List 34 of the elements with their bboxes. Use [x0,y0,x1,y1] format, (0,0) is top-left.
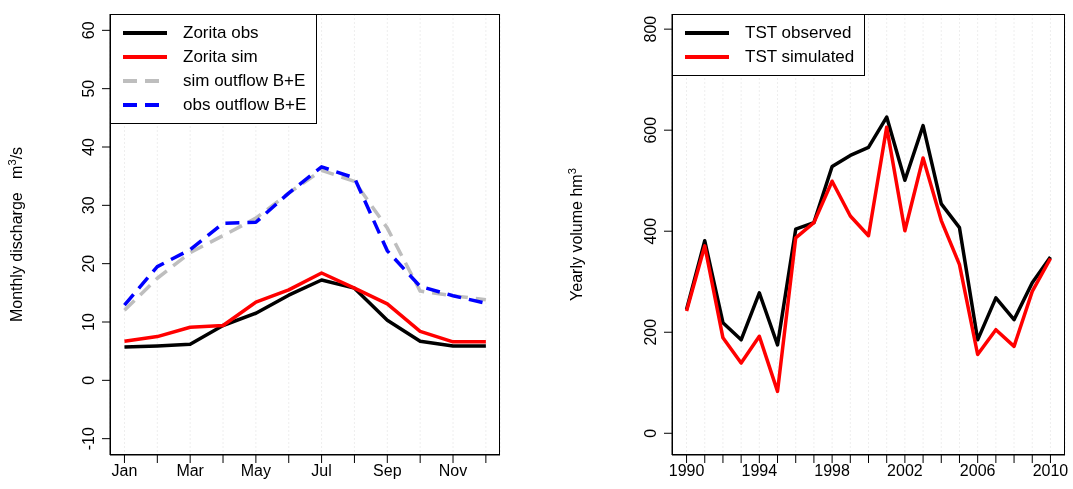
legend-label: TST observed [745,23,852,43]
y-tick-label: 800 [642,15,659,43]
x-tick-label: Jul [311,462,332,480]
x-tick-label: 1998 [814,462,851,480]
x-tick-label: Jan [111,462,138,480]
line-series [122,278,488,349]
y-tick-label: 400 [642,217,659,245]
x-tick-label: Mar [176,462,205,480]
y-tick-label: 0 [642,428,659,438]
x-tick-label: 2010 [1032,462,1069,480]
x-tick-label: Sep [373,462,402,480]
x-tick-label: 1990 [668,462,705,480]
line-series [122,271,488,344]
y-tick-label: 40 [80,138,97,156]
y-tick-label: 30 [80,196,97,215]
y-tick-label: -10 [80,427,97,451]
legend-label: Zorita obs [183,23,259,43]
y-tick-label: 10 [80,313,97,331]
y-tick-label: 20 [80,254,97,273]
y-tick-label: 0 [80,375,97,385]
y-tick-label: 50 [80,79,97,98]
x-tick-label: 2002 [887,462,923,480]
line-series [684,125,1053,394]
y-tick-label: 600 [642,116,659,144]
legend-label: sim outflow B+E [183,71,306,91]
legend-label: TST simulated [745,47,855,67]
y-tick-label: 60 [80,21,97,40]
x-tick-label: 1994 [741,462,778,480]
legend-label: Zorita sim [183,47,258,67]
y-tick-label: 200 [642,318,659,346]
legend-label: obs outflow B+E [183,95,307,115]
x-tick-label: 2006 [959,462,996,480]
x-tick-label: May [240,462,271,480]
x-tick-label: Nov [438,462,468,480]
